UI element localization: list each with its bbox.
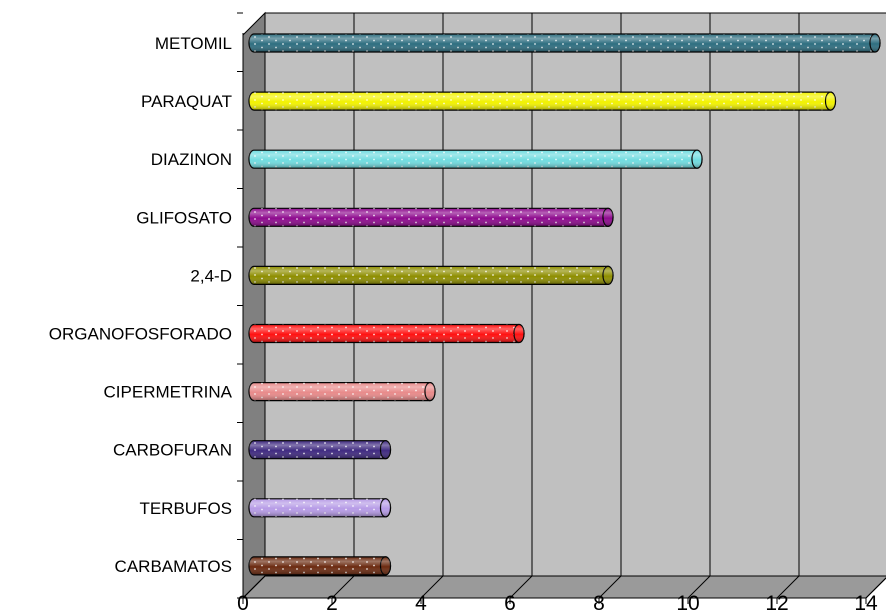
category-label: CARBAMATOS — [115, 557, 232, 576]
bar-shading — [249, 382, 435, 401]
floor-gridline — [420, 575, 444, 599]
bar-shading — [249, 150, 703, 169]
floor-gridline — [687, 575, 711, 599]
category-labels: METOMIL PARAQUAT DIAZINON GLIFOSATO 2,4-D ORG… — [49, 34, 233, 576]
bar-end-cap-shading — [825, 92, 836, 111]
bar-shading — [249, 266, 613, 285]
category-label: METOMIL — [155, 34, 232, 53]
bar-end-cap-shading — [380, 556, 391, 575]
category-label: DIAZINON — [151, 150, 232, 169]
x-tick-label: 0 — [237, 592, 249, 615]
x-tick-label: 6 — [504, 592, 516, 615]
bar-end-cap-shading — [870, 34, 880, 52]
category-label: ORGANOFOSFORADO — [49, 325, 232, 344]
category-label: TERBUFOS — [139, 499, 232, 518]
x-tick-label: 8 — [593, 592, 605, 615]
x-tick-labels: 0 2 4 6 8 10 12 14 — [237, 592, 878, 615]
bar — [248, 440, 392, 460]
bar-shading — [249, 324, 524, 343]
bar-end-cap-shading — [603, 208, 613, 227]
bar-shading — [249, 34, 880, 52]
floor-gridline — [331, 575, 355, 599]
bar-end-cap-shading — [380, 440, 391, 459]
floor-gridline — [598, 575, 622, 599]
bar-shading — [249, 556, 391, 575]
bar — [248, 498, 392, 518]
bar-end-cap-shading — [603, 266, 613, 285]
floor-gridline — [776, 575, 800, 599]
bar-end-cap-shading — [380, 498, 391, 517]
floor-gridline — [509, 575, 533, 599]
bar — [248, 33, 881, 53]
bar-shading — [249, 498, 391, 517]
bar — [248, 91, 837, 111]
x-tick-label: 12 — [765, 592, 788, 615]
x-tick-label: 14 — [854, 592, 878, 615]
bar-end-cap-shading — [692, 150, 702, 169]
floor-gridline — [865, 577, 886, 599]
category-label: CIPERMETRINA — [104, 383, 233, 402]
bar-end-cap-shading — [514, 324, 524, 343]
bar-shading — [249, 208, 613, 227]
x-tick-label: 2 — [326, 592, 338, 615]
bar — [248, 382, 436, 402]
category-label: 2,4-D — [190, 266, 232, 285]
axes-group — [237, 12, 867, 604]
plot-floor — [241, 575, 886, 599]
bar — [248, 149, 703, 169]
bar-shading — [249, 92, 836, 111]
bar-shading — [249, 440, 391, 459]
x-tick-label: 10 — [676, 592, 699, 615]
category-label: GLIFOSATO — [136, 208, 232, 227]
bar-end-cap-shading — [425, 382, 435, 401]
category-label: PARAQUAT — [141, 92, 232, 111]
category-label: CARBOFURAN — [113, 441, 232, 460]
floor-gridline — [242, 575, 266, 599]
bar — [248, 265, 614, 285]
bar — [248, 323, 525, 344]
x-tick-label: 4 — [415, 592, 427, 615]
bar — [248, 556, 392, 576]
bar — [248, 207, 614, 227]
bars-group — [248, 33, 881, 576]
